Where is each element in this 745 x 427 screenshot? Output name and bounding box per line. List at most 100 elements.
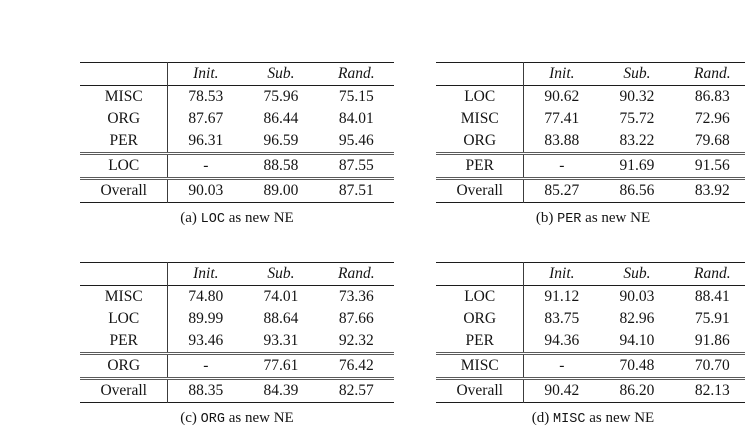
value-cell: 88.41 <box>694 288 730 305</box>
column-header-rand: Rand. <box>694 265 731 282</box>
value-cell: 82.96 <box>619 310 655 327</box>
overall-row: Overall 90.42 86.20 82.13 <box>436 378 745 403</box>
value-cell: 89.00 <box>263 182 299 199</box>
header-row: Init. Sub. Rand. <box>436 62 745 86</box>
caption-index: (a) <box>180 210 197 226</box>
value-cell: 87.51 <box>338 182 374 199</box>
table-row: ORG 83.75 82.96 75.91 <box>436 308 745 330</box>
value-cell: 91.69 <box>619 157 655 174</box>
value-cell: 90.32 <box>619 88 655 105</box>
row-label: MISC <box>80 285 169 308</box>
header-row: Init. Sub. Rand. <box>436 262 745 286</box>
value-cell: 90.42 <box>544 382 580 399</box>
new-ne-row: LOC - 88.58 87.55 <box>80 153 394 179</box>
value-cell: 88.35 <box>188 382 224 399</box>
row-label: MISC <box>436 108 525 130</box>
value-cell: 75.96 <box>263 88 299 105</box>
value-cell: 75.91 <box>694 310 730 327</box>
table-row: MISC 77.41 75.72 72.96 <box>436 108 745 130</box>
value-cell: 75.72 <box>619 110 655 127</box>
value-cell: 90.03 <box>188 182 224 199</box>
results-table-d: Init. Sub. Rand. LOC 91.12 90.03 88.41 O… <box>436 262 745 403</box>
overall-row: Overall 90.03 89.00 87.51 <box>80 178 394 203</box>
row-label: LOC <box>436 285 525 308</box>
caption-text: as new NE <box>228 210 294 226</box>
column-header-init: Init. <box>193 65 219 82</box>
column-header-sub: Sub. <box>267 65 295 82</box>
row-label: Overall <box>436 178 525 203</box>
value-cell: 83.88 <box>544 132 580 149</box>
value-cell: 74.01 <box>263 288 299 305</box>
value-cell: 94.36 <box>544 332 580 349</box>
subtable-caption-a: (a) LOC as new NE <box>80 210 394 227</box>
value-cell: 87.66 <box>338 310 374 327</box>
value-cell: 77.41 <box>544 110 580 127</box>
value-cell: 77.61 <box>263 357 299 374</box>
caption-index: (c) <box>180 410 197 426</box>
value-cell: 78.53 <box>188 88 224 105</box>
value-cell: 86.83 <box>694 88 730 105</box>
value-cell: 87.55 <box>338 157 374 174</box>
value-cell: 90.03 <box>619 288 655 305</box>
value-cell: 88.64 <box>263 310 299 327</box>
row-label: LOC <box>436 85 525 108</box>
value-cell: 85.27 <box>544 182 580 199</box>
value-cell: 72.96 <box>694 110 730 127</box>
column-header-rand: Rand. <box>338 65 375 82</box>
value-cell: 79.68 <box>694 132 730 149</box>
caption-index: (b) <box>535 210 554 226</box>
value-cell: 73.36 <box>338 288 374 305</box>
caption-text: as new NE <box>585 210 651 226</box>
results-table-a: Init. Sub. Rand. MISC 78.53 75.96 75.15 … <box>80 62 394 203</box>
value-cell: 76.42 <box>338 357 374 374</box>
column-header-rand: Rand. <box>694 65 731 82</box>
row-label: ORG <box>80 353 169 379</box>
value-cell: - <box>203 157 209 174</box>
results-table-c: Init. Sub. Rand. MISC 74.80 74.01 73.36 … <box>80 262 394 403</box>
overall-row: Overall 85.27 86.56 83.92 <box>436 178 745 203</box>
row-label: LOC <box>80 308 169 330</box>
row-label: Overall <box>80 378 169 403</box>
value-cell: 86.56 <box>619 182 655 199</box>
value-cell: 96.31 <box>188 132 224 149</box>
table-row: LOC 91.12 90.03 88.41 <box>436 285 745 308</box>
value-cell: 83.22 <box>619 132 655 149</box>
column-header-init: Init. <box>549 65 575 82</box>
row-label: PER <box>436 153 525 179</box>
header-empty-cell <box>436 62 525 86</box>
row-label: PER <box>80 330 169 354</box>
value-cell: 70.70 <box>694 357 730 374</box>
caption-text: as new NE <box>228 410 294 426</box>
table-row: ORG 83.88 83.22 79.68 <box>436 130 745 154</box>
subtable-c: Init. Sub. Rand. MISC 74.80 74.01 73.36 … <box>80 262 394 427</box>
value-cell: 86.44 <box>263 110 299 127</box>
header-row: Init. Sub. Rand. <box>80 262 394 286</box>
column-header-init: Init. <box>549 265 575 282</box>
header-empty-cell <box>80 62 169 86</box>
row-label: ORG <box>436 130 525 154</box>
column-header-init: Init. <box>193 265 219 282</box>
new-ne-row: ORG - 77.61 76.42 <box>80 353 394 379</box>
value-cell: 92.32 <box>338 332 374 349</box>
caption-entity: LOC <box>200 212 225 227</box>
table-row: PER 93.46 93.31 92.32 <box>80 330 394 354</box>
row-label: Overall <box>436 378 525 403</box>
column-header-sub: Sub. <box>267 265 295 282</box>
header-empty-cell <box>80 262 169 286</box>
value-cell: 88.58 <box>263 157 299 174</box>
table-row: MISC 74.80 74.01 73.36 <box>80 285 394 308</box>
caption-text: as new NE <box>589 410 655 426</box>
row-label: ORG <box>80 108 169 130</box>
row-label: Overall <box>80 178 169 203</box>
caption-entity: MISC <box>553 412 586 427</box>
table-row: LOC 89.99 88.64 87.66 <box>80 308 394 330</box>
value-cell: 94.10 <box>619 332 655 349</box>
value-cell: 91.86 <box>694 332 730 349</box>
value-cell: 91.12 <box>544 288 580 305</box>
subtable-caption-b: (b) PER as new NE <box>436 210 745 227</box>
results-table-b: Init. Sub. Rand. LOC 90.62 90.32 86.83 M… <box>436 62 745 203</box>
caption-index: (d) <box>531 410 550 426</box>
column-header-sub: Sub. <box>623 265 651 282</box>
value-cell: 91.56 <box>694 157 730 174</box>
row-label: PER <box>436 330 525 354</box>
